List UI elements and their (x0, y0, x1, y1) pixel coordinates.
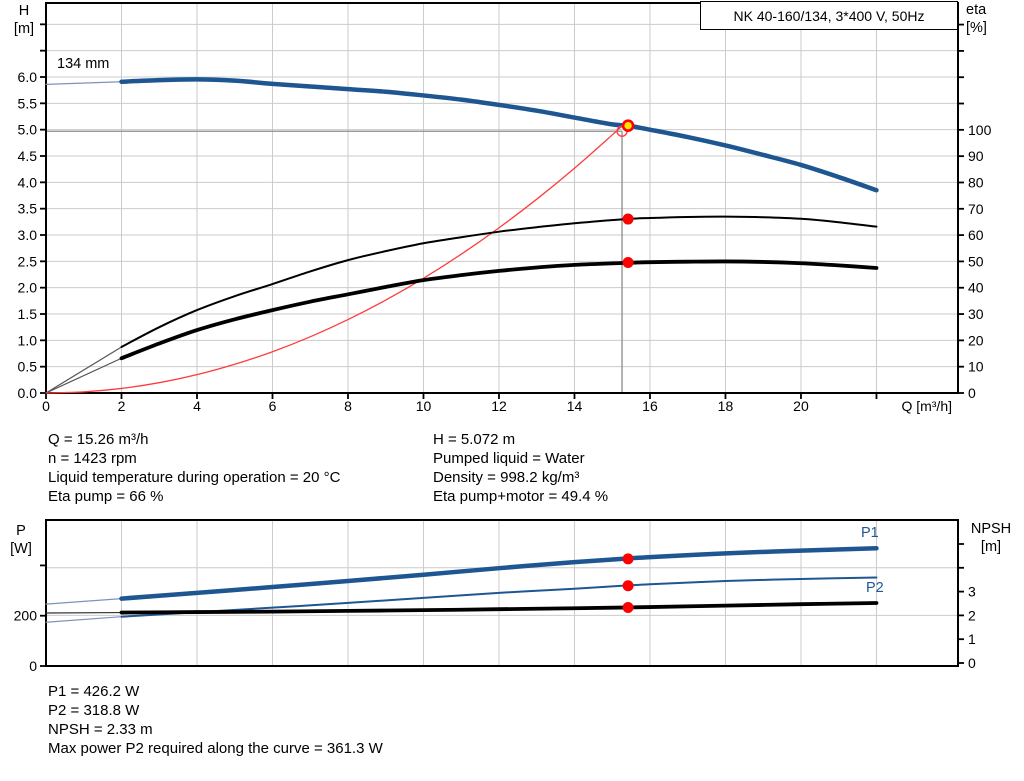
head-curve-134mm (119, 77, 879, 193)
right-tick-label: 0 (968, 655, 976, 671)
info-line: H = 5.072 m (433, 431, 516, 448)
eta-pump-motor-extension (45, 357, 123, 394)
plot-border (45, 2, 959, 394)
left-tick-label: 5.5 (18, 95, 38, 111)
head-axis-title: H [m] (8, 2, 40, 38)
left-tick-label: 0 (29, 658, 37, 674)
left-tick-label: 4.5 (18, 148, 38, 164)
npsh-axis-title: NPSH [m] (962, 520, 1020, 556)
right-tick-label: 40 (968, 280, 984, 296)
x-tick-label: 2 (118, 398, 126, 414)
eta-pump-motor-curve (119, 259, 879, 361)
eta-pump-duty-dot (622, 213, 634, 225)
right-tick-label: 80 (968, 174, 984, 190)
left-tick-label: 2.5 (18, 253, 38, 269)
info-line: Max power P2 required along the curve = … (48, 740, 383, 757)
x-tick-label: 6 (269, 398, 277, 414)
info-line: Density = 998.2 kg/m³ (433, 469, 580, 486)
left-tick-label: 200 (14, 608, 38, 624)
npsh-axis-unit: [m] (980, 539, 1002, 555)
eta-axis-unit: [%] (966, 20, 987, 36)
npsh-axis-symbol: NPSH (970, 521, 1012, 537)
eta-pump-curve (120, 215, 878, 348)
p1-duty-dot (622, 553, 634, 565)
info-line: P2 = 318.8 W (48, 702, 140, 719)
info-line: Q = 15.26 m³/h (48, 431, 149, 448)
right-tick-label: 3 (968, 584, 976, 600)
p1-extension (45, 598, 123, 605)
right-tick-label: 2 (968, 607, 976, 623)
p1-curve (119, 546, 879, 601)
info-line: Liquid temperature during operation = 20… (48, 469, 341, 486)
info-line: n = 1423 rpm (48, 450, 137, 467)
head-axis-unit: [m] (13, 21, 35, 37)
plot-border (45, 519, 959, 667)
info-line: Pumped liquid = Water (433, 450, 585, 467)
eta-pump-extension (45, 346, 123, 394)
x-tick-label: 8 (344, 398, 352, 414)
duty-info-column-2: H = 5.072 m Pumped liquid = Water Density … (433, 430, 608, 506)
info-line: Eta pump+motor = 49.4 % (433, 488, 609, 505)
x-tick-label: 10 (416, 398, 432, 414)
qh-eta-chart: 0.0 0.5 1.0 1.5 2.0 2.5 3.0 3.5 4.0 4.5 5.0 5.5 6.0 0… (18, 2, 992, 414)
x-tick-label: 0 (42, 398, 50, 414)
info-line: NPSH = 2.33 m (48, 721, 153, 738)
info-line: P1 = 426.2 W (48, 683, 140, 700)
info-line: Eta pump = 66 % (48, 488, 164, 505)
right-tick-label: 20 (968, 332, 984, 348)
right-tick-label: 100 (968, 122, 992, 138)
right-tick-label: 50 (968, 253, 984, 269)
power-axis-symbol: P (16, 523, 26, 539)
system-resistance-curve (45, 125, 623, 394)
power-axis-unit: [W] (10, 541, 32, 557)
right-tick-label: 0 (968, 385, 976, 401)
pump-model-box: NK 40-160/134, 3*400 V, 50Hz (700, 1, 958, 30)
p2-duty-dot (622, 580, 634, 592)
left-tick-label: 5.0 (18, 122, 38, 138)
duty-point-marker (621, 119, 635, 132)
power-npsh-chart: 0 200 0 1 2 3 (14, 519, 976, 674)
left-tick-label: 0.0 (18, 385, 38, 401)
p1-curve-label: P1 (861, 525, 879, 541)
impeller-diameter-label: 134 mm (57, 56, 110, 72)
x-tick-label: 4 (193, 398, 201, 414)
left-tick-label: 3.0 (18, 227, 38, 243)
x-tick-label: 18 (718, 398, 734, 414)
right-tick-label: 60 (968, 227, 984, 243)
x-tick-label: 16 (642, 398, 658, 414)
right-tick-label: 1 (968, 631, 976, 647)
left-tick-label: 3.5 (18, 201, 38, 217)
power-info-block: P1 = 426.2 W P2 = 318.8 W NPSH = 2.33 m Max… (48, 682, 383, 758)
x-tick-label: 20 (793, 398, 809, 414)
right-tick-label: 30 (968, 306, 984, 322)
pump-model-text: NK 40-160/134, 3*400 V, 50Hz (733, 7, 925, 24)
left-tick-label: 1.0 (18, 332, 38, 348)
head-axis-symbol: H (18, 3, 30, 19)
p2-curve (120, 576, 878, 618)
npsh-curve (119, 601, 879, 615)
npsh-duty-dot (622, 602, 634, 614)
p2-curve-label: P2 (866, 580, 884, 596)
eta-axis-title: eta [%] (966, 1, 1006, 37)
left-tick-label: 6.0 (18, 69, 38, 85)
left-tick-label: 0.5 (18, 359, 38, 375)
right-tick-label: 70 (968, 201, 984, 217)
right-tick-label: 10 (968, 359, 984, 375)
x-tick-label: 14 (567, 398, 583, 414)
left-tick-label: 4.0 (18, 174, 38, 190)
power-axis-title: P [W] (4, 522, 38, 558)
head-curve-extension (45, 81, 123, 85)
left-tick-label: 1.5 (18, 306, 38, 322)
eta-axis-symbol: eta (966, 2, 987, 18)
x-tick-label: 12 (491, 398, 507, 414)
x-axis-title: Q [m³/h] (901, 398, 952, 414)
right-tick-label: 90 (968, 148, 984, 164)
left-tick-label: 2.0 (18, 280, 38, 296)
duty-info-column-1: Q = 15.26 m³/h n = 1423 rpm Liquid tempera… (48, 430, 340, 506)
p2-extension (45, 616, 123, 623)
eta-pump-motor-duty-dot (622, 256, 634, 268)
